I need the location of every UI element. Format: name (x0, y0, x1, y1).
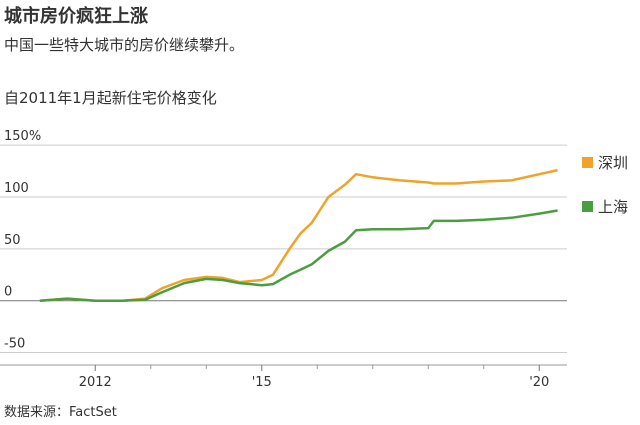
chart-title: 城市房价疯狂上涨 (4, 5, 148, 27)
legend-label: 上海 (598, 198, 628, 216)
legend-swatch (582, 157, 593, 168)
y-tick-label: -50 (4, 337, 25, 352)
source: 数据来源：FactSet (4, 405, 117, 420)
legend-swatch (582, 201, 593, 212)
y-tick-label: 100 (4, 181, 29, 196)
x-tick-label: '20 (529, 375, 549, 390)
x-tick-label: '15 (252, 375, 272, 390)
y-tick-label: 0 (4, 285, 12, 300)
y-tick-label: 150% (4, 129, 41, 144)
axis-label: 自2011年1月起新住宅价格变化 (4, 89, 217, 107)
x-tick-label: 2012 (79, 375, 112, 390)
y-tick-label: 50 (4, 233, 21, 248)
line-series (39, 168, 558, 302)
line-series (39, 209, 558, 302)
chart-subtitle: 中国一些特大城市的房价继续攀升。 (4, 36, 244, 54)
legend-label: 深圳 (598, 154, 628, 172)
